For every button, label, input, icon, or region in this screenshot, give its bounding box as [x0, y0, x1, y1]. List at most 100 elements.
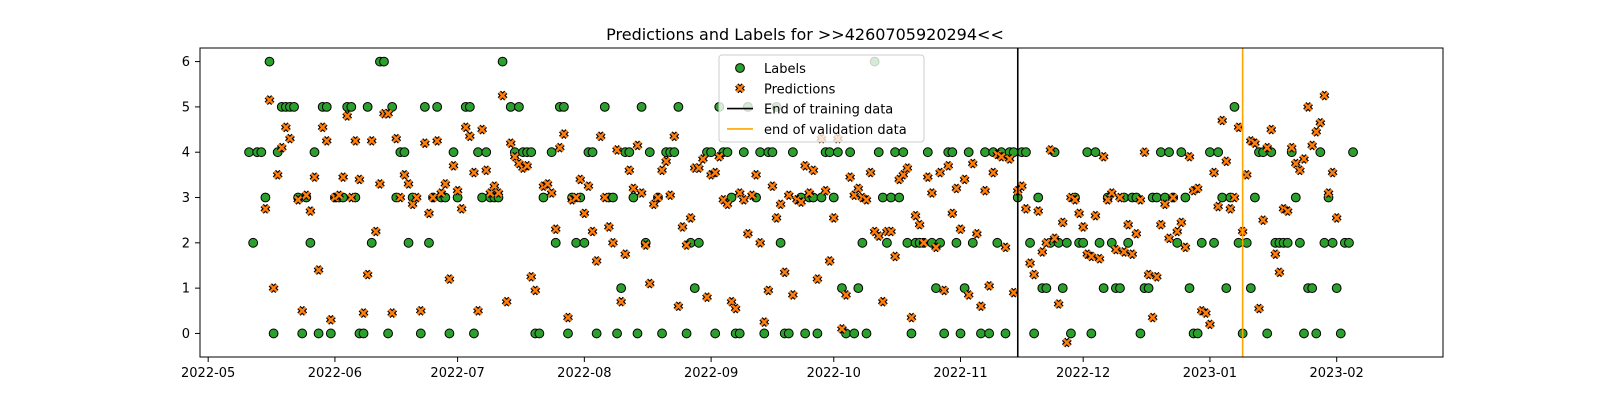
- prediction-marker-fill: [772, 213, 781, 223]
- label-point: [632, 328, 643, 339]
- prediction-marker-fill: [1070, 195, 1080, 204]
- prediction-point: [877, 296, 888, 307]
- prediction-point: [886, 226, 896, 237]
- prediction-marker-fill: [1132, 229, 1141, 238]
- prediction-marker-fill: [702, 293, 712, 302]
- label-point: [1213, 147, 1224, 158]
- prediction-point: [542, 178, 553, 189]
- prediction-marker-fill: [371, 227, 380, 236]
- prediction-point: [640, 240, 651, 251]
- label-point: [1205, 147, 1215, 158]
- prediction-marker-fill: [482, 166, 491, 175]
- prediction-marker-fill: [359, 308, 368, 318]
- prediction-marker-fill: [477, 125, 487, 134]
- prediction-point: [1057, 217, 1068, 228]
- prediction-marker-fill: [1156, 220, 1166, 229]
- label-point: [313, 328, 324, 339]
- prediction-marker-fill: [502, 297, 511, 306]
- prediction-marker-fill: [531, 286, 540, 295]
- prediction-point: [976, 301, 986, 312]
- prediction-marker-fill: [1050, 234, 1059, 243]
- prediction-point: [608, 237, 618, 248]
- prediction-marker-fill: [903, 163, 912, 173]
- prediction-point: [783, 190, 794, 201]
- prediction-point: [984, 280, 995, 291]
- prediction-marker-fill: [1025, 259, 1035, 268]
- prediction-point: [334, 190, 344, 201]
- prediction-marker-fill: [653, 193, 663, 202]
- prediction-point: [460, 122, 471, 133]
- prediction-marker-fill: [310, 172, 319, 182]
- prediction-point: [1258, 215, 1269, 226]
- prediction-marker-fill: [1320, 91, 1329, 100]
- prediction-point: [305, 206, 316, 217]
- prediction-point: [1274, 267, 1285, 278]
- prediction-point: [653, 192, 663, 203]
- prediction-marker-fill: [935, 168, 945, 177]
- prediction-marker-fill: [956, 225, 965, 234]
- prediction-point: [616, 296, 627, 307]
- prediction-marker-fill: [1263, 143, 1272, 152]
- prediction-point: [1049, 233, 1060, 244]
- prediction-marker-fill: [600, 193, 609, 202]
- prediction-point: [550, 224, 561, 235]
- prediction-point: [309, 172, 320, 183]
- prediction-marker-fill: [796, 197, 806, 207]
- prediction-point: [865, 167, 876, 178]
- prediction-point: [1074, 208, 1085, 219]
- prediction-point: [297, 305, 308, 316]
- prediction-point: [350, 135, 361, 146]
- label-point: [248, 237, 259, 248]
- prediction-marker-fill: [1119, 247, 1129, 257]
- prediction-marker-fill: [1091, 211, 1100, 220]
- x-tick-label: 2022-10: [807, 366, 861, 381]
- prediction-point: [685, 212, 696, 223]
- prediction-point: [918, 237, 929, 248]
- prediction-marker-fill: [338, 172, 348, 182]
- label-point: [366, 237, 377, 248]
- label-point: [906, 328, 917, 339]
- prediction-point: [599, 192, 610, 203]
- prediction-marker-fill: [747, 191, 757, 200]
- x-tick-label: 2022-06: [308, 366, 362, 381]
- prediction-marker-fill: [559, 129, 569, 139]
- prediction-marker-fill: [498, 91, 507, 100]
- label-point: [976, 328, 986, 339]
- prediction-point: [260, 203, 271, 214]
- prediction-point: [1147, 312, 1158, 323]
- prediction-point: [1127, 249, 1138, 260]
- prediction-marker-fill: [265, 95, 274, 105]
- axes-frame: [199, 47, 1444, 358]
- label-point: [693, 237, 704, 248]
- prediction-point: [497, 90, 508, 101]
- prediction-marker-fill: [944, 161, 953, 170]
- prediction-marker-fill: [723, 200, 732, 209]
- prediction-marker-fill: [1271, 250, 1280, 259]
- prediction-marker-fill: [678, 222, 687, 232]
- prediction-marker-fill: [453, 186, 462, 195]
- prediction-point: [354, 174, 365, 185]
- label-point: [383, 328, 393, 339]
- prediction-point: [358, 308, 369, 318]
- label-point: [669, 147, 680, 158]
- label-point: [984, 328, 995, 339]
- prediction-point: [1327, 167, 1338, 178]
- label-point: [379, 56, 389, 67]
- prediction-marker-fill: [1160, 200, 1170, 209]
- prediction-point: [272, 169, 283, 180]
- prediction-point: [906, 312, 917, 323]
- prediction-marker-fill: [670, 132, 679, 141]
- prediction-marker-fill: [1328, 168, 1337, 177]
- label-point: [268, 328, 279, 339]
- prediction-point: [1143, 269, 1154, 280]
- label-point: [1057, 283, 1068, 294]
- prediction-marker-fill: [396, 193, 405, 202]
- prediction-marker-fill: [1111, 245, 1121, 254]
- prediction-point: [1294, 165, 1305, 176]
- prediction-marker-fill: [821, 186, 830, 195]
- prediction-marker-fill: [1222, 157, 1231, 166]
- prediction-marker-fill: [1107, 188, 1116, 198]
- prediction-marker-fill: [1099, 152, 1108, 161]
- prediction-point: [374, 178, 385, 189]
- prediction-marker-fill: [1095, 254, 1104, 263]
